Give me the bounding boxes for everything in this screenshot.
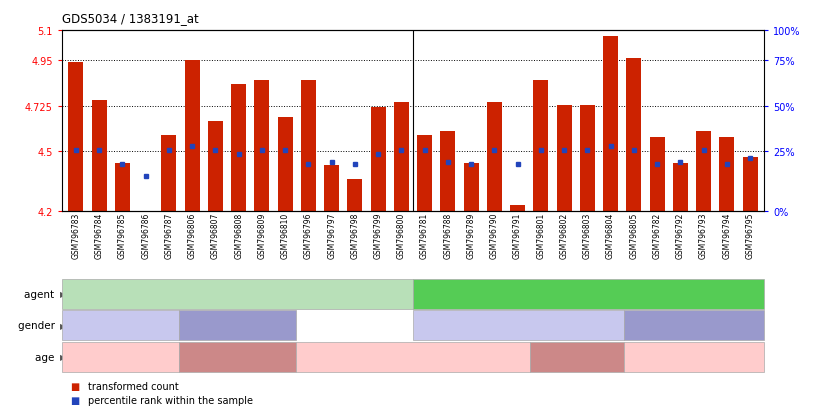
Text: 22 d: 22 d: [682, 352, 705, 362]
Text: male: male: [506, 320, 531, 330]
Bar: [417, 135, 432, 211]
Text: age: age: [36, 352, 58, 362]
Bar: [603, 37, 618, 211]
Bar: [278, 117, 292, 211]
Text: male: male: [107, 320, 133, 330]
Bar: [115, 163, 130, 211]
Text: agent: agent: [25, 289, 58, 299]
Bar: [673, 163, 688, 211]
Bar: [324, 165, 339, 211]
Bar: [92, 101, 107, 211]
Text: PBDE: PBDE: [224, 289, 251, 299]
Bar: [231, 85, 246, 211]
Bar: [534, 81, 548, 211]
Bar: [371, 107, 386, 211]
Bar: [440, 131, 455, 211]
Text: female: female: [676, 320, 712, 330]
Bar: [557, 105, 572, 211]
Bar: [161, 135, 177, 211]
Text: untreated: untreated: [563, 289, 615, 299]
Bar: [184, 61, 200, 211]
Bar: [580, 105, 595, 211]
Bar: [347, 179, 363, 211]
Bar: [696, 131, 711, 211]
Bar: [301, 81, 316, 211]
Text: 22 d: 22 d: [109, 352, 132, 362]
Text: transformed count: transformed count: [88, 381, 179, 391]
Text: 22 d: 22 d: [401, 352, 425, 362]
Text: gender: gender: [17, 320, 58, 330]
Text: ▶: ▶: [59, 290, 66, 299]
Text: ▶: ▶: [59, 321, 66, 330]
Bar: [510, 205, 525, 211]
Bar: [463, 163, 479, 211]
Bar: [626, 59, 642, 211]
Text: percentile rank within the sample: percentile rank within the sample: [88, 395, 254, 405]
Text: 3 wk: 3 wk: [225, 352, 249, 362]
Bar: [743, 157, 757, 211]
Bar: [649, 137, 665, 211]
Text: ■: ■: [70, 395, 79, 405]
Bar: [394, 103, 409, 211]
Text: female: female: [220, 320, 255, 330]
Bar: [719, 137, 734, 211]
Text: GDS5034 / 1383191_at: GDS5034 / 1383191_at: [62, 12, 199, 25]
Bar: [69, 63, 83, 211]
Bar: [208, 121, 223, 211]
Bar: [254, 81, 269, 211]
Text: ▶: ▶: [59, 352, 66, 361]
Text: ■: ■: [70, 381, 79, 391]
Bar: [487, 103, 502, 211]
Text: 3 wk: 3 wk: [565, 352, 589, 362]
